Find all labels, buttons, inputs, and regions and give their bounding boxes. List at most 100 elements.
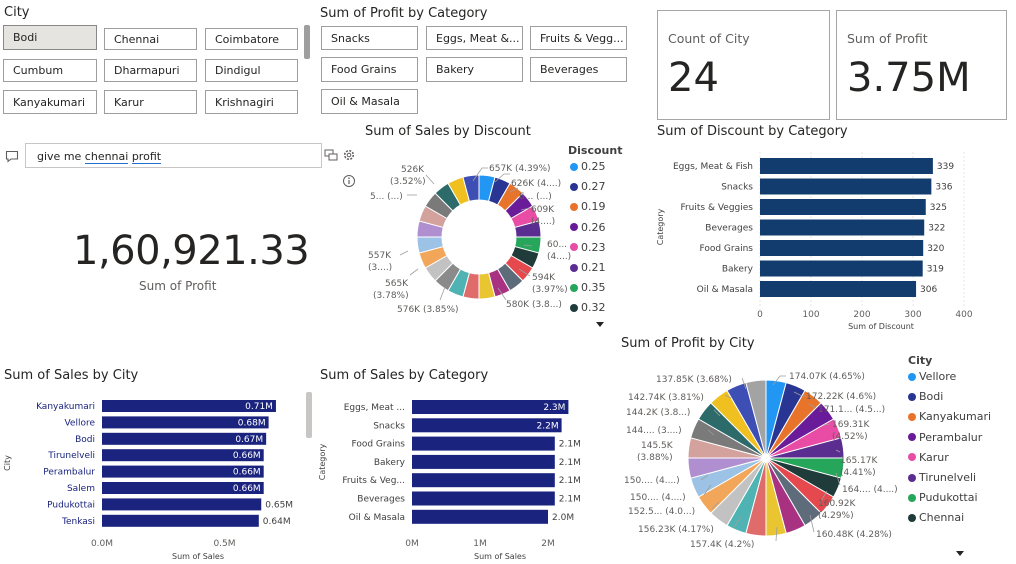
pie-label-164k: 164.... (4....) xyxy=(842,485,898,495)
info-icon[interactable] xyxy=(342,174,356,188)
profit-by-city-pie: 174.07K (4.65%) 172.22K (4.6%) 171.1... … xyxy=(624,372,898,550)
city-bar[interactable] xyxy=(102,482,264,494)
category-bar[interactable] xyxy=(412,400,569,414)
category-fruits-veggies-button[interactable]: Fruits & Vegg... xyxy=(530,26,627,50)
city-legend-item[interactable]: Pudukottai xyxy=(908,491,978,504)
turn-into-visual-icon[interactable] xyxy=(324,148,338,162)
qa-input[interactable]: give me chennai profit xyxy=(25,143,322,168)
city-bar[interactable] xyxy=(102,514,259,527)
donut-label-60: 60... xyxy=(547,240,567,250)
discount-legend: Discount 0.25 0.27 0.19 0.26 0.23 0.21 0.35 0.3… xyxy=(568,144,622,324)
category-bar[interactable] xyxy=(412,436,555,451)
pie-slice[interactable] xyxy=(745,379,767,459)
discount-legend-item[interactable]: 0.25 xyxy=(570,160,606,173)
city-dindigul-button[interactable]: Dindigul xyxy=(205,59,298,82)
category-bakery-button[interactable]: Bakery xyxy=(426,57,523,82)
city-slicer-scrollbar[interactable] xyxy=(304,25,310,59)
donut-label-580k: 580K (3.8...) xyxy=(506,300,562,310)
category-snacks-button[interactable]: Snacks xyxy=(321,26,418,50)
discount-legend-item[interactable]: 0.32 xyxy=(570,301,606,314)
city-bodi-button[interactable]: Bodi xyxy=(3,25,97,50)
city-slicer: City Bodi Chennai Coimbatore Cumbum Dhar… xyxy=(0,0,312,118)
chevron-down-icon[interactable] xyxy=(595,322,605,328)
discount-bar[interactable] xyxy=(760,240,924,256)
discount-bar[interactable] xyxy=(760,178,932,195)
city-bar[interactable] xyxy=(102,465,264,478)
city-legend-item[interactable]: Karur xyxy=(908,451,949,464)
discount-bar[interactable] xyxy=(760,199,926,215)
sales-by-category-chart: Eggs, Meat ... Snacks Food Grains Bakery Fru… xyxy=(318,400,581,561)
category-bar[interactable] xyxy=(412,454,555,469)
profit-by-city-title: Sum of Profit by City xyxy=(621,336,755,351)
sales-by-city-title: Sum of Sales by City xyxy=(4,368,139,383)
city-bar[interactable] xyxy=(102,449,264,462)
city-karur-button[interactable]: Karur xyxy=(104,90,197,114)
discount-legend-item[interactable]: 0.35 xyxy=(570,281,606,294)
city-legend-item[interactable]: Chennai xyxy=(908,511,964,524)
discount-legend-item[interactable]: 0.27 xyxy=(570,180,606,193)
city-bar[interactable] xyxy=(102,416,269,429)
category-bar[interactable] xyxy=(412,491,555,506)
city-category-label: Kanyakumari xyxy=(36,402,95,412)
sales-by-discount-donut: 657K (4.39%) 626K (4....) 6... (...) 609… xyxy=(368,164,571,315)
gear-icon[interactable] xyxy=(342,148,356,162)
donut-label-557k-pct: (3....) xyxy=(368,263,392,273)
discount-category-label: Eggs, Meat & Fish xyxy=(673,162,753,172)
donut-label-594k: 594K xyxy=(532,273,556,283)
pie-label-165k-pct: (4.41%) xyxy=(840,468,876,478)
city-legend-item[interactable]: Tirunelveli xyxy=(908,471,976,484)
category-bar[interactable] xyxy=(412,418,562,433)
category-category-label: Snacks xyxy=(373,421,405,431)
discount-x-axis-title: Sum of Discount xyxy=(848,322,914,331)
city-bar[interactable] xyxy=(102,498,262,511)
discount-by-category-chart: Eggs, Meat & Fish Snacks Fruits & Veggies B… xyxy=(656,152,973,331)
chevron-down-icon[interactable] xyxy=(955,551,965,557)
city-bar[interactable] xyxy=(102,400,276,412)
discount-legend-item[interactable]: 0.19 xyxy=(570,200,606,213)
category-value-label: 2.0M xyxy=(552,513,574,523)
discount-legend-item[interactable]: 0.26 xyxy=(570,221,606,234)
pie-label-145k: 145.5K xyxy=(641,441,674,451)
donut-label-526k: 526K xyxy=(401,165,425,175)
discount-bar[interactable] xyxy=(760,260,923,277)
donut-label-6: 6... (...) xyxy=(519,192,552,202)
city-legend-item[interactable]: Vellore xyxy=(908,370,956,383)
legend-label: Karur xyxy=(919,450,949,464)
city-cumbum-button[interactable]: Cumbum xyxy=(3,59,97,82)
category-slicer: Sum of Profit by Category Snacks Eggs, M… xyxy=(316,0,636,118)
discount-bar[interactable] xyxy=(760,158,933,174)
discount-legend-item[interactable]: 0.21 xyxy=(570,261,606,274)
category-oil-masala-button[interactable]: Oil & Masala xyxy=(321,89,418,114)
category-food-grains-button[interactable]: Food Grains xyxy=(321,57,418,82)
discount-bar[interactable] xyxy=(760,281,917,297)
city-legend-item[interactable]: Kanyakumari xyxy=(908,410,991,423)
category-eggs-meat-button[interactable]: Eggs, Meat &... xyxy=(426,26,523,50)
discount-value-label: 339 xyxy=(937,162,954,172)
donut-slice[interactable] xyxy=(462,174,480,202)
pie-label-160-48k: 160.48K (4.28%) xyxy=(816,530,892,540)
pie-label-137k: 137.85K (3.68%) xyxy=(656,375,732,385)
city-bar[interactable] xyxy=(102,432,267,445)
city-dharmapuri-button[interactable]: Dharmapuri xyxy=(104,59,197,82)
category-category-label: Fruits & Veg... xyxy=(342,476,405,486)
category-beverages-button[interactable]: Beverages xyxy=(530,57,627,82)
legend-marker xyxy=(908,473,916,482)
pie-label-144k-b: 144.2K (3.8...) xyxy=(626,408,690,418)
city-krishnagiri-button[interactable]: Krishnagiri xyxy=(205,90,298,114)
category-bar[interactable] xyxy=(412,509,548,524)
city-kanyakumari-button[interactable]: Kanyakumari xyxy=(3,90,97,114)
discount-bar[interactable] xyxy=(760,219,925,236)
discount-legend-item[interactable]: 0.23 xyxy=(570,241,606,254)
legend-marker xyxy=(570,263,578,272)
legend-marker xyxy=(908,513,916,522)
legend-marker xyxy=(908,372,916,381)
city-chennai-button[interactable]: Chennai xyxy=(104,28,197,50)
pie-label-160-92k: 160.92K xyxy=(818,499,856,509)
city-legend-item[interactable]: Perambalur xyxy=(908,431,982,444)
category-bar[interactable] xyxy=(412,473,555,488)
city-value-label: 0.66M xyxy=(233,451,261,461)
sales-by-city-scrollbar[interactable] xyxy=(306,392,312,438)
city-legend-title: City xyxy=(908,354,933,367)
city-legend-item[interactable]: Bodi xyxy=(908,390,943,403)
city-coimbatore-button[interactable]: Coimbatore xyxy=(205,28,298,50)
